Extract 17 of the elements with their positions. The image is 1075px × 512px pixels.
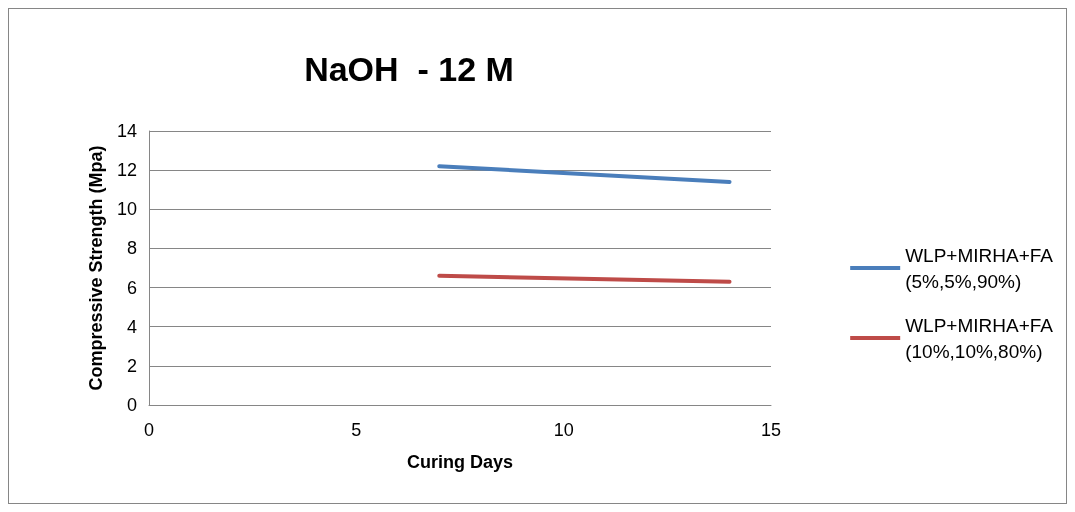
legend-label: WLP+MIRHA+FA (10%,10%,80%) bbox=[905, 314, 1054, 362]
legend-label: WLP+MIRHA+FA (5%,5%,90%) bbox=[905, 244, 1054, 292]
y-tick-label: 4 bbox=[126, 316, 137, 337]
y-tick-label: 8 bbox=[126, 238, 137, 259]
y-tick-label: 14 bbox=[116, 121, 137, 141]
x-tick-label: 0 bbox=[143, 420, 155, 440]
x-axis-title: Curing Days bbox=[406, 452, 514, 472]
chart-title: NaOH - 12 M bbox=[304, 50, 514, 88]
y-axis-title: Compressive Strength (Mpa) bbox=[86, 145, 106, 391]
y-tick-label: 12 bbox=[116, 160, 137, 181]
x-tick-label: 5 bbox=[351, 420, 362, 440]
y-tick-label: 2 bbox=[126, 355, 137, 376]
y-tick-label: 6 bbox=[126, 277, 137, 298]
x-tick-label: 10 bbox=[553, 420, 574, 440]
y-tick-label: 0 bbox=[126, 395, 137, 415]
y-tick-label: 10 bbox=[116, 199, 137, 220]
x-tick-label: 15 bbox=[760, 420, 782, 440]
